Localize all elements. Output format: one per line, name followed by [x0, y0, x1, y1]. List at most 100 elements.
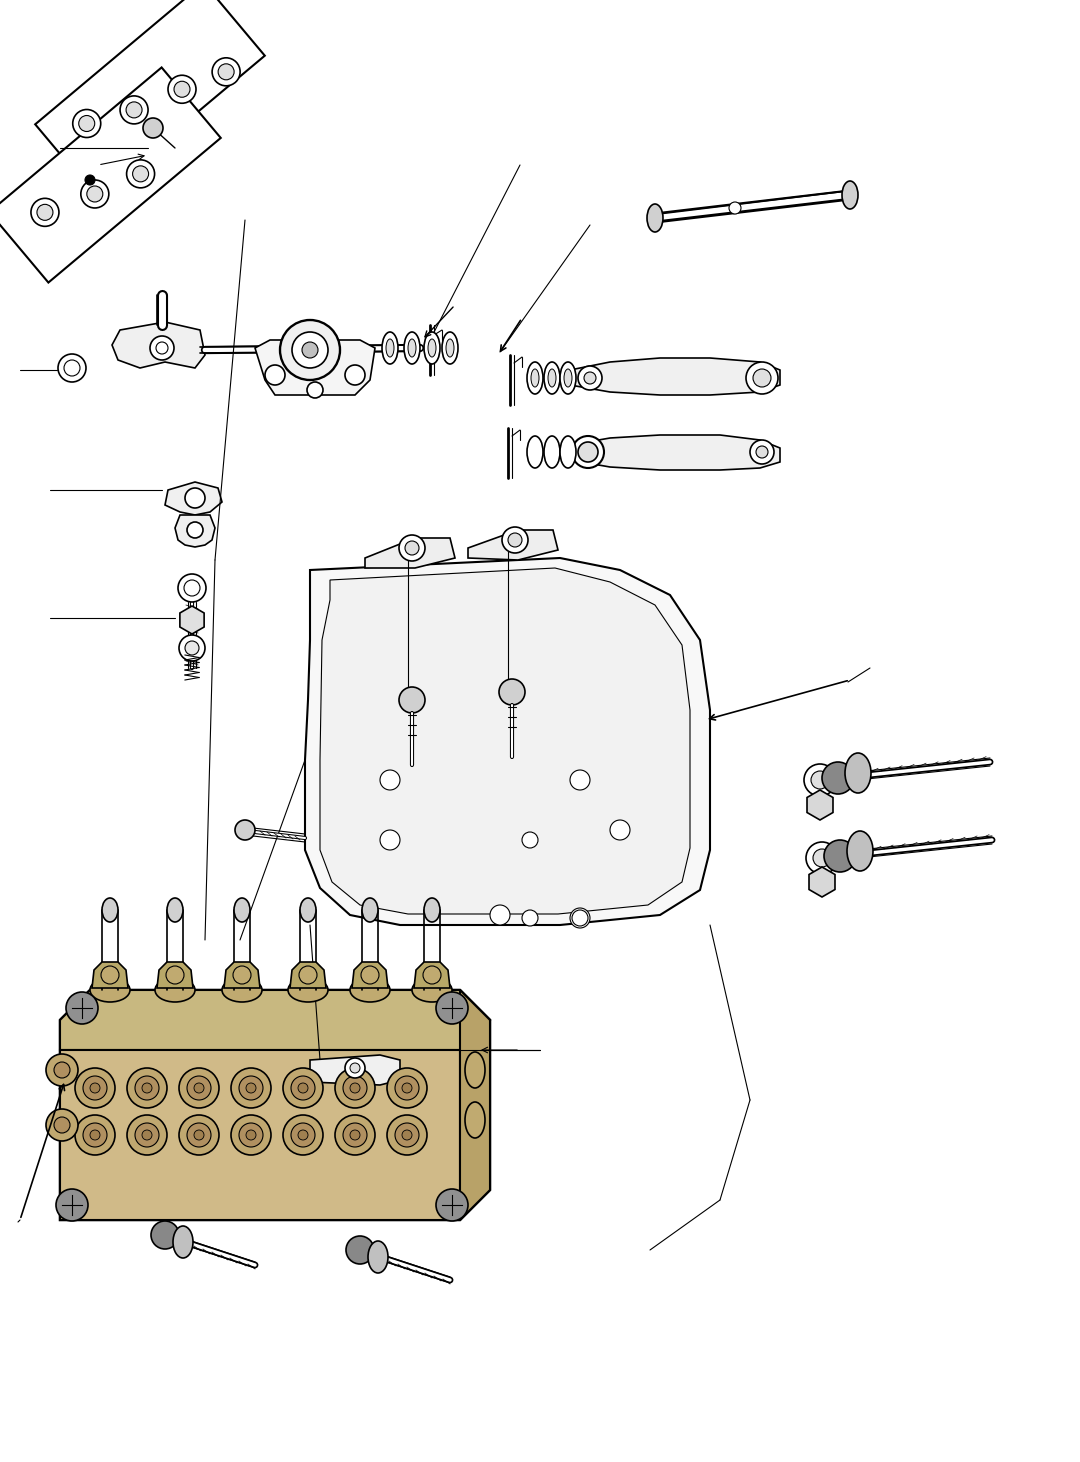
Polygon shape — [570, 358, 780, 395]
Circle shape — [350, 1083, 360, 1094]
Circle shape — [239, 1123, 264, 1148]
Circle shape — [233, 966, 251, 984]
Circle shape — [141, 1130, 152, 1140]
Ellipse shape — [544, 436, 561, 468]
Polygon shape — [92, 962, 129, 988]
Circle shape — [239, 1076, 264, 1099]
Polygon shape — [807, 789, 833, 820]
Circle shape — [522, 909, 538, 925]
Circle shape — [395, 1123, 419, 1148]
Circle shape — [291, 1123, 315, 1148]
Circle shape — [179, 1116, 219, 1155]
Ellipse shape — [234, 898, 249, 923]
Circle shape — [307, 382, 323, 398]
Ellipse shape — [647, 205, 663, 232]
Circle shape — [75, 1116, 114, 1155]
Circle shape — [299, 966, 318, 984]
Circle shape — [572, 436, 604, 468]
Ellipse shape — [368, 1241, 388, 1273]
Circle shape — [283, 1116, 323, 1155]
Circle shape — [610, 820, 630, 841]
Polygon shape — [320, 569, 690, 914]
Circle shape — [572, 909, 588, 925]
Circle shape — [31, 199, 59, 227]
Circle shape — [345, 366, 365, 385]
Ellipse shape — [386, 339, 394, 357]
Circle shape — [343, 1076, 367, 1099]
Circle shape — [246, 1130, 256, 1140]
Circle shape — [387, 1116, 427, 1155]
Polygon shape — [157, 962, 193, 988]
Circle shape — [127, 1116, 167, 1155]
Circle shape — [502, 526, 528, 553]
Circle shape — [395, 1076, 419, 1099]
Circle shape — [753, 368, 771, 387]
Circle shape — [126, 102, 143, 118]
Circle shape — [399, 535, 426, 561]
Ellipse shape — [102, 898, 118, 923]
Ellipse shape — [173, 1227, 193, 1257]
Ellipse shape — [442, 332, 458, 364]
Circle shape — [298, 1130, 308, 1140]
Circle shape — [265, 366, 285, 385]
Ellipse shape — [90, 978, 130, 1001]
Circle shape — [380, 830, 400, 849]
Circle shape — [72, 110, 100, 137]
Ellipse shape — [350, 978, 390, 1001]
Ellipse shape — [531, 368, 539, 387]
Circle shape — [187, 1076, 211, 1099]
Polygon shape — [0, 67, 220, 282]
Circle shape — [187, 522, 203, 538]
Circle shape — [66, 993, 98, 1023]
Circle shape — [218, 64, 234, 80]
Circle shape — [141, 1083, 152, 1094]
Circle shape — [185, 488, 205, 507]
Circle shape — [335, 1069, 375, 1108]
Circle shape — [283, 1069, 323, 1108]
Circle shape — [345, 1058, 365, 1077]
Circle shape — [46, 1110, 78, 1140]
Circle shape — [291, 1076, 315, 1099]
Polygon shape — [36, 0, 265, 197]
Ellipse shape — [167, 898, 183, 923]
Ellipse shape — [527, 363, 543, 393]
Polygon shape — [460, 990, 490, 1219]
Circle shape — [37, 205, 53, 221]
Ellipse shape — [845, 753, 870, 792]
Polygon shape — [570, 436, 780, 469]
Circle shape — [380, 770, 400, 789]
Circle shape — [508, 534, 522, 547]
Circle shape — [746, 363, 778, 393]
Circle shape — [166, 966, 184, 984]
Circle shape — [150, 336, 174, 360]
Circle shape — [570, 770, 590, 789]
Ellipse shape — [288, 978, 328, 1001]
Ellipse shape — [222, 978, 262, 1001]
Ellipse shape — [544, 363, 561, 393]
Ellipse shape — [561, 363, 576, 393]
Circle shape — [120, 96, 148, 124]
Ellipse shape — [465, 1053, 485, 1088]
Circle shape — [804, 765, 836, 795]
Circle shape — [151, 1221, 179, 1249]
Polygon shape — [112, 322, 205, 368]
Ellipse shape — [408, 339, 416, 357]
Circle shape — [187, 1123, 211, 1148]
Circle shape — [806, 842, 838, 874]
Ellipse shape — [424, 898, 440, 923]
Ellipse shape — [564, 368, 572, 387]
Polygon shape — [365, 538, 455, 569]
Circle shape — [179, 1069, 219, 1108]
Polygon shape — [255, 341, 375, 395]
Polygon shape — [468, 531, 558, 560]
Circle shape — [399, 687, 426, 713]
Circle shape — [346, 1235, 374, 1265]
Circle shape — [361, 966, 379, 984]
Circle shape — [387, 1069, 427, 1108]
Polygon shape — [809, 867, 835, 898]
Circle shape — [90, 1130, 100, 1140]
Circle shape — [822, 762, 854, 794]
Circle shape — [56, 1189, 87, 1221]
Ellipse shape — [446, 339, 454, 357]
Circle shape — [64, 360, 80, 376]
